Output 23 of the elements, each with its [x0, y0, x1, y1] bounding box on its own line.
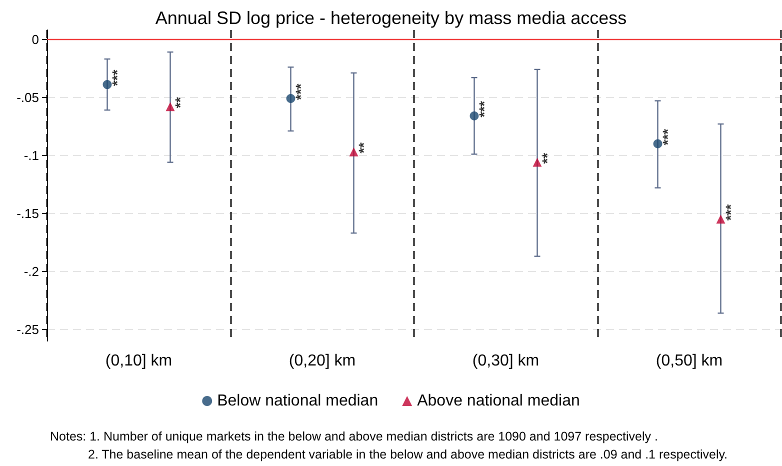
chart-title: Annual SD log price - heterogeneity by mass media access	[155, 8, 627, 28]
x-tick-label: (0,50] km	[656, 352, 723, 370]
data-label: ***	[722, 204, 738, 221]
x-tick-label: (0,30] km	[472, 352, 540, 370]
y-tick-label: -.05	[16, 90, 39, 105]
data-label: **	[172, 96, 188, 108]
y-tick-label: -.15	[16, 206, 39, 221]
data-label: ***	[292, 83, 308, 100]
y-tick-label: -.1	[24, 148, 39, 163]
y-tick-label: -.2	[24, 264, 39, 279]
text: 2. The baseline mean of the dependent variable in the below and above median districts are .09 and .1 respectively.	[88, 448, 728, 462]
legend-label: Above national median	[417, 392, 580, 410]
y-tick-label: 0	[32, 32, 39, 47]
x-tick-label: (0,20] km	[288, 352, 356, 370]
legend-label: Below national median	[217, 392, 378, 410]
data-label: ***	[476, 100, 492, 118]
data-label: **	[355, 142, 372, 154]
text: Notes: 1. Number of unique markets in the below and above median districts are 1090 and 1097 respectively .	[50, 430, 658, 444]
data-label: ***	[108, 69, 125, 86]
x-tick-label: (0,10] km	[105, 352, 172, 370]
data-label: ***	[659, 128, 676, 146]
data-label: **	[538, 152, 555, 164]
y-tick-label: -.25	[16, 322, 39, 337]
